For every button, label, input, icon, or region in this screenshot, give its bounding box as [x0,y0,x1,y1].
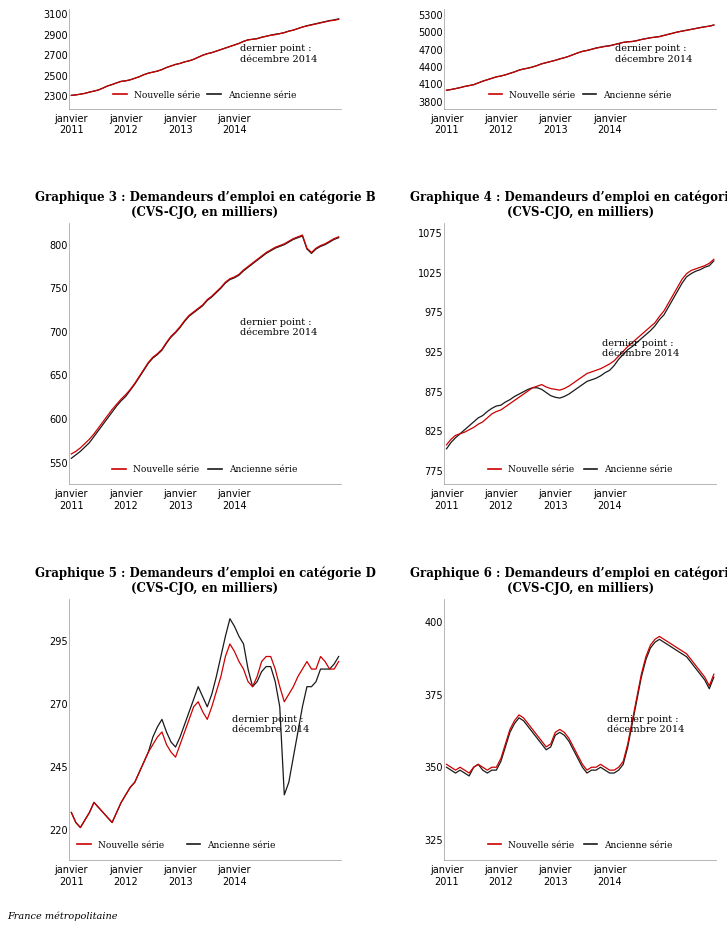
Legend: Nouvelle série, Ancienne série: Nouvelle série, Ancienne série [484,461,676,477]
Title: Graphique 5 : Demandeurs d’emploi en catégorie D
(CVS-CJO, en milliers): Graphique 5 : Demandeurs d’emploi en cat… [35,566,375,594]
Title: Graphique 3 : Demandeurs d’emploi en catégorie B
(CVS-CJO, en milliers): Graphique 3 : Demandeurs d’emploi en cat… [35,191,375,219]
Legend: Nouvelle série, Ancienne série: Nouvelle série, Ancienne série [484,837,676,853]
Legend: Nouvelle série, Ancienne série: Nouvelle série, Ancienne série [73,837,279,853]
Text: dernier point :
décembre 2014: dernier point : décembre 2014 [240,318,317,338]
Text: dernier point :
décembre 2014: dernier point : décembre 2014 [607,714,684,734]
Legend: Nouvelle série, Ancienne série: Nouvelle série, Ancienne série [485,87,675,103]
Text: dernier point :
décembre 2014: dernier point : décembre 2014 [615,45,692,64]
Title: Graphique 6 : Demandeurs d’emploi en catégorie E
(CVS-CJO, en milliers): Graphique 6 : Demandeurs d’emploi en cat… [410,566,727,594]
Text: dernier point :
décembre 2014: dernier point : décembre 2014 [232,714,309,734]
Text: dernier point :
décembre 2014: dernier point : décembre 2014 [601,339,679,358]
Text: dernier point :
décembre 2014: dernier point : décembre 2014 [240,45,317,64]
Title: Graphique 4 : Demandeurs d’emploi en catégorie C
(CVS-CJO, en milliers): Graphique 4 : Demandeurs d’emploi en cat… [410,191,727,219]
Text: France métropolitaine: France métropolitaine [7,911,118,921]
Legend: Nouvelle série, Ancienne série: Nouvelle série, Ancienne série [110,87,300,103]
Legend: Nouvelle série, Ancienne série: Nouvelle série, Ancienne série [109,461,301,477]
